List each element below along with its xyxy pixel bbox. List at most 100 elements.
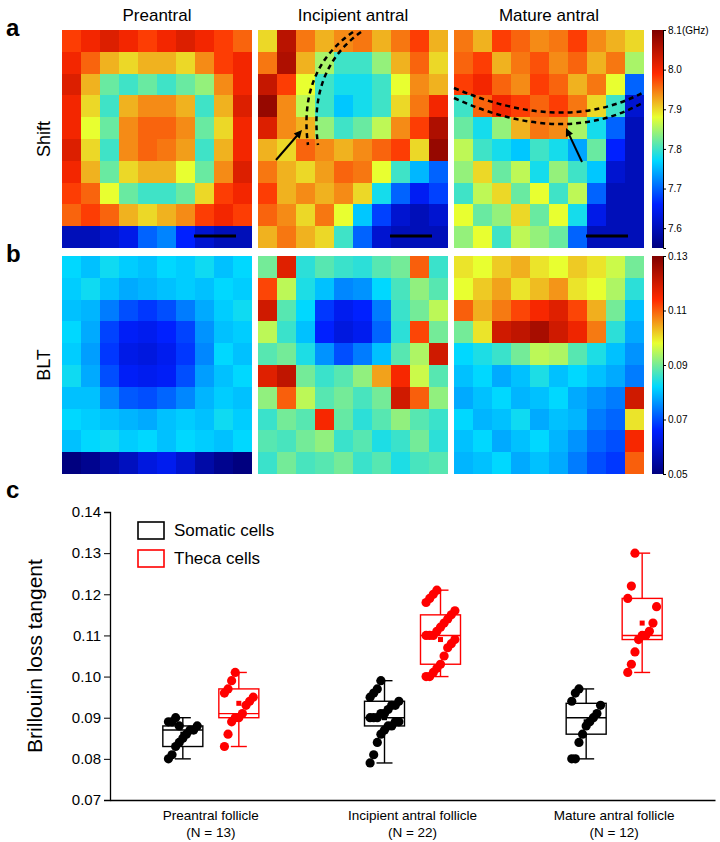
heatmap-cell <box>258 409 278 431</box>
heatmap-cell <box>353 300 373 322</box>
heatmap-cell <box>410 161 430 183</box>
heatmap-cell <box>372 300 392 322</box>
heatmap-cell <box>258 117 278 139</box>
heatmap-cell <box>353 387 373 409</box>
heatmap-cell <box>119 183 139 205</box>
heatmap-cell <box>138 52 158 74</box>
heatmap-cell <box>511 30 531 52</box>
heatmap-cell <box>214 452 234 474</box>
heatmap-cell <box>296 30 316 52</box>
heatmap-cell <box>372 183 392 205</box>
tick-label: Preantral follicle(N = 13) <box>163 808 259 840</box>
heatmap-cell <box>492 256 512 278</box>
heatmap-cell <box>549 117 569 139</box>
heatmap-cell <box>410 30 430 52</box>
heatmap-cell <box>277 387 297 409</box>
tick: 7.8 <box>663 144 682 155</box>
tick-mark <box>104 635 110 636</box>
heatmap-cell <box>296 343 316 365</box>
heatmap-cell <box>334 300 354 322</box>
heatmap-cell <box>214 321 234 343</box>
heatmap-cell <box>353 409 373 431</box>
heatmap-cell <box>81 183 101 205</box>
legend-label: Theca cells <box>174 549 260 568</box>
heatmap-cell <box>454 183 474 205</box>
colorbar-axis: 8.1(GHz)8.07.97.87.77.6 <box>663 25 709 249</box>
heatmap-cell <box>372 30 392 52</box>
heatmap-cell <box>511 387 531 409</box>
heatmap-cell <box>353 95 373 117</box>
heatmap-cell <box>138 161 158 183</box>
heatmap-cell <box>606 300 626 322</box>
heatmap-cell <box>587 74 607 96</box>
data-point <box>227 676 236 685</box>
heatmap-cell <box>315 430 335 452</box>
heatmap-cell <box>454 256 474 278</box>
whisker-high <box>641 553 642 598</box>
heatmap-cell <box>410 343 430 365</box>
heatmap-cell <box>258 161 278 183</box>
heatmap-cell <box>277 452 297 474</box>
heatmap-cell <box>549 452 569 474</box>
heatmap-cell <box>195 74 215 96</box>
mean-marker <box>438 637 443 642</box>
tick-label: 8.1(GHz) <box>668 25 709 36</box>
heatmap-cell <box>81 300 101 322</box>
heatmap-cell <box>195 256 215 278</box>
heatmap-cell <box>214 204 234 226</box>
heatmap-cell <box>138 226 158 248</box>
heatmap-cell <box>334 365 354 387</box>
heatmap-cell <box>315 183 335 205</box>
heatmap-cell <box>372 256 392 278</box>
data-point <box>574 738 583 747</box>
heatmap-cell <box>587 139 607 161</box>
heatmap-cell <box>492 409 512 431</box>
heatmap-cell <box>176 74 196 96</box>
tick: 0.12 <box>72 586 110 603</box>
heatmap-cell <box>334 183 354 205</box>
heatmap-cell <box>62 226 82 248</box>
heatmap-cell <box>138 343 158 365</box>
heatmap-cell <box>157 139 177 161</box>
heatmap-cell <box>587 321 607 343</box>
heatmap-cell <box>195 321 215 343</box>
heatmap-cell <box>233 409 252 431</box>
heatmap-cell <box>119 204 139 226</box>
tick-label: 7.7 <box>668 183 682 194</box>
tick-label: 7.6 <box>668 223 682 234</box>
heatmap-cell <box>511 300 531 322</box>
heatmap-cell <box>511 183 531 205</box>
heatmap-cell <box>296 430 316 452</box>
heatmap-cell <box>62 117 82 139</box>
heatmap-cell <box>473 117 493 139</box>
heatmap-cell <box>176 321 196 343</box>
heatmap-cell <box>100 387 120 409</box>
heatmap-cell <box>568 430 588 452</box>
heatmap-cell <box>372 278 392 300</box>
heatmap-cell <box>100 256 120 278</box>
heatmap-cell <box>315 409 335 431</box>
whisker-cap-low <box>231 746 247 747</box>
heatmap-cell <box>606 409 626 431</box>
heatmap-cell <box>62 74 82 96</box>
data-point <box>623 594 632 603</box>
data-point <box>167 750 176 759</box>
arrow-shaft <box>276 133 299 160</box>
heatmap-cell <box>233 117 252 139</box>
heatmap-cell <box>568 321 588 343</box>
tick-mark <box>104 800 110 801</box>
tick: 0.07 <box>663 414 688 425</box>
heatmap-cell <box>353 430 373 452</box>
tick: 7.9 <box>663 104 682 115</box>
heatmap-cell <box>606 278 626 300</box>
axis-line <box>664 257 667 475</box>
heatmap-cell <box>511 139 531 161</box>
heatmap-cell <box>214 161 234 183</box>
heatmap-cell <box>454 117 474 139</box>
heatmap-cell <box>410 74 430 96</box>
heatmap-cell <box>334 343 354 365</box>
heatmap-cell <box>473 74 493 96</box>
heatmap-cell <box>258 300 278 322</box>
heatmap-cell <box>492 452 512 474</box>
heatmap-cell <box>214 300 234 322</box>
